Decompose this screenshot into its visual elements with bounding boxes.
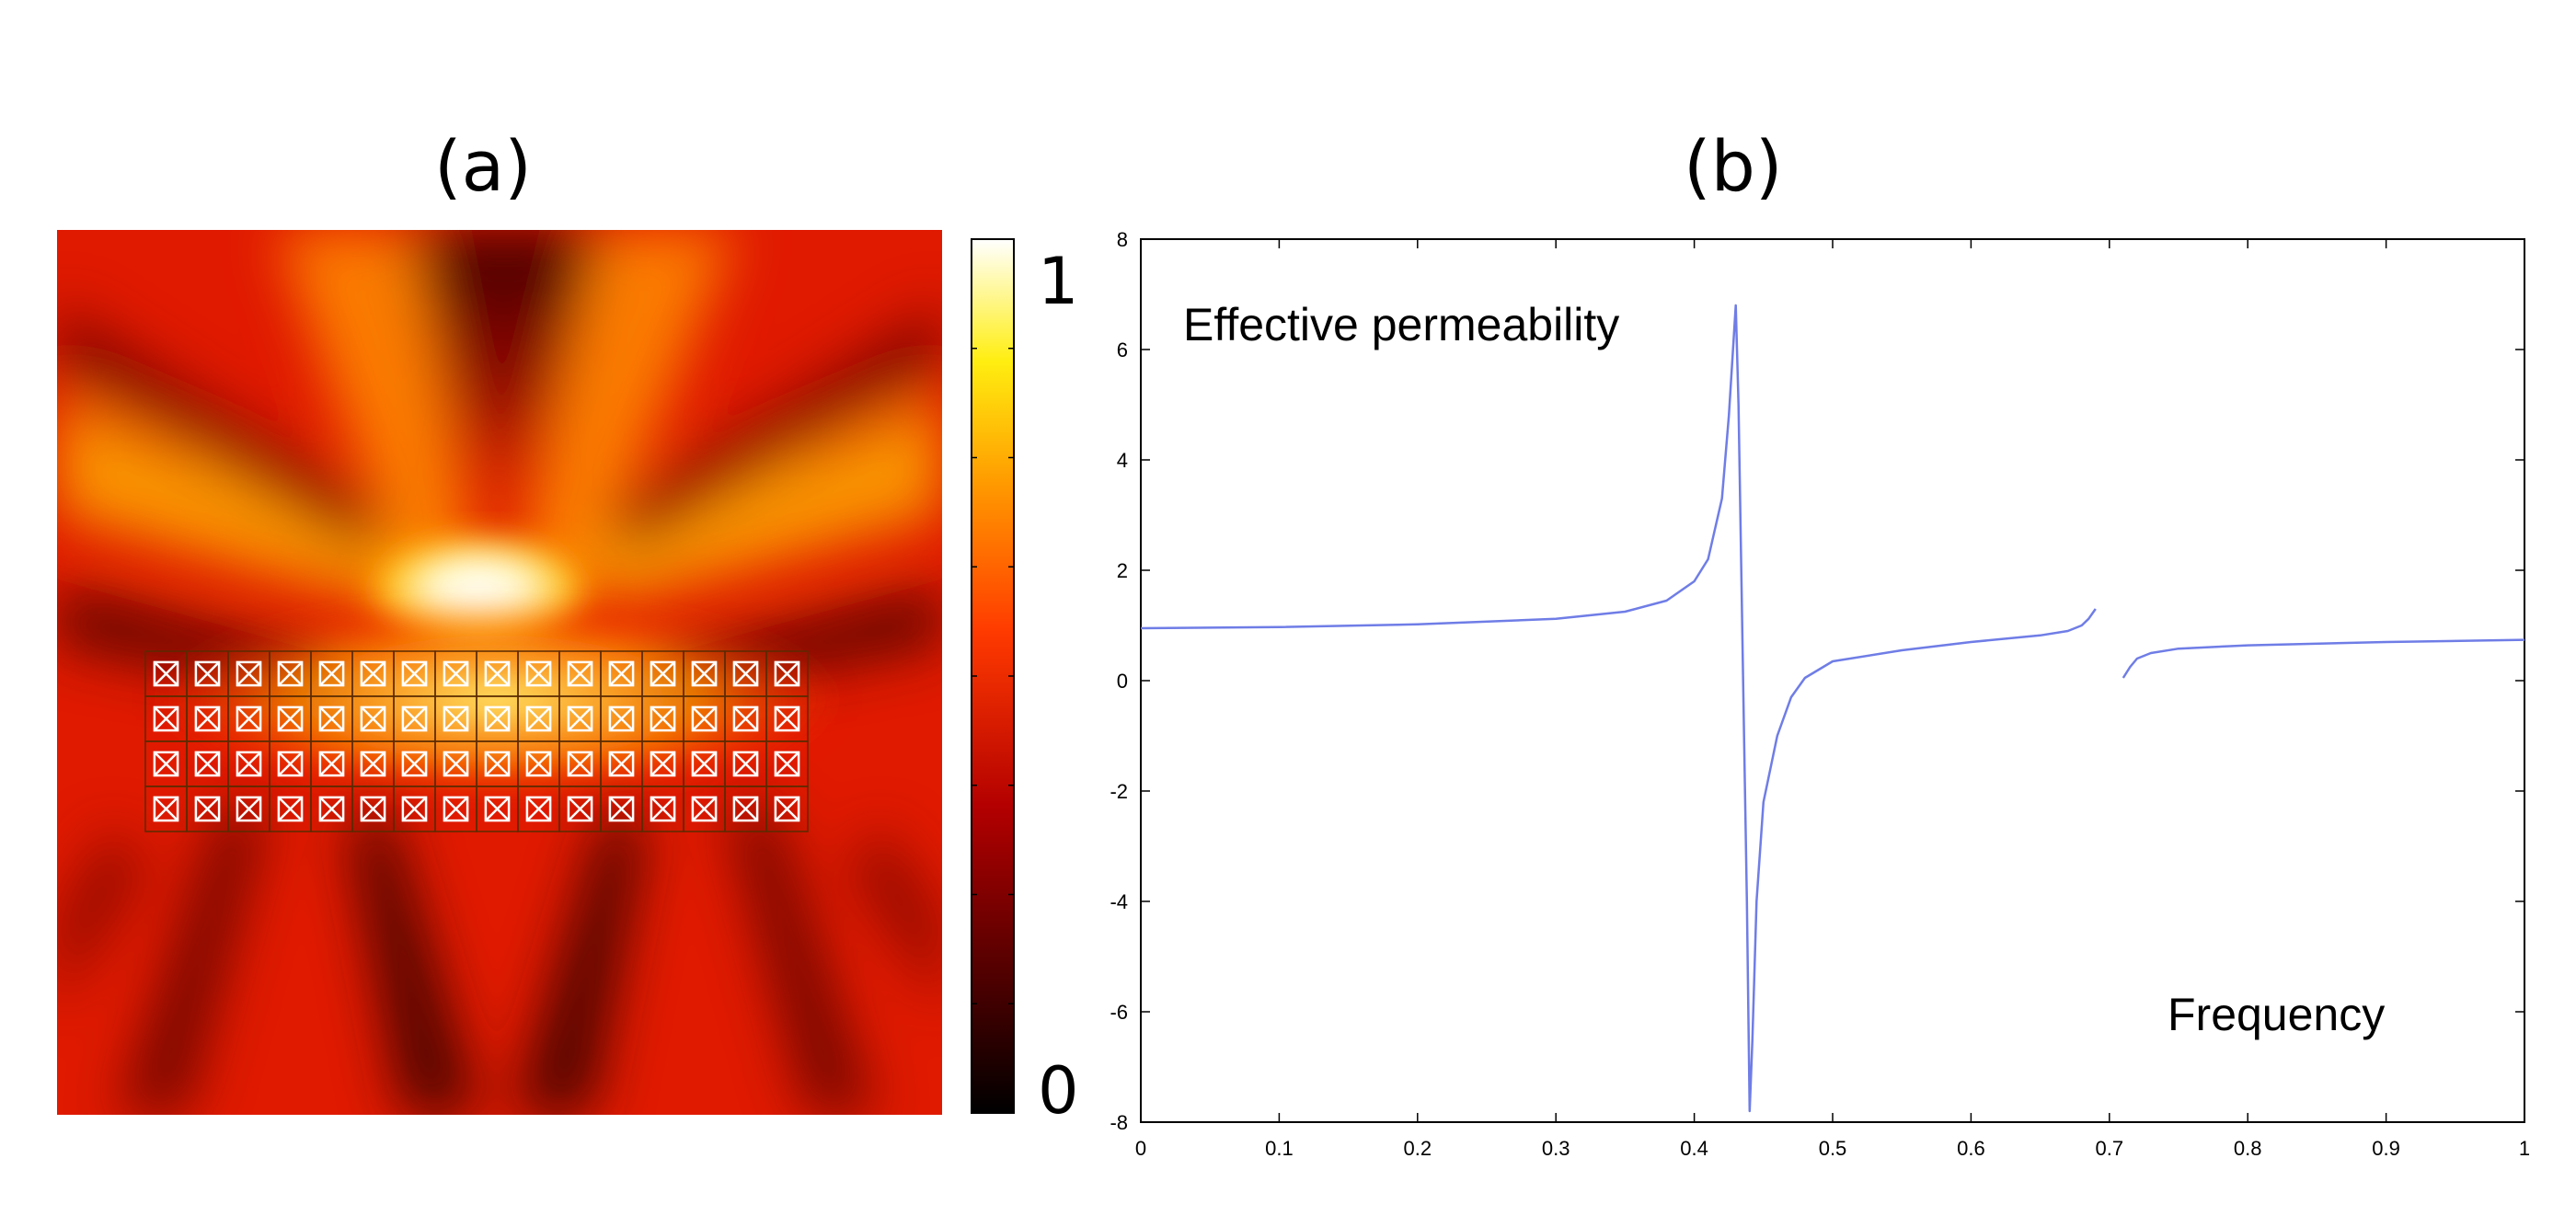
panel-b-label: (b) — [1684, 125, 1783, 207]
permeability-chart: 0 0.1 0.2 0.3 0.4 0.5 0.6 0.7 0.8 0.9 1 -8 -6 -4 -2 0 2… — [1110, 228, 2530, 1160]
y-tick-label: -8 — [1110, 1111, 1128, 1134]
resonator-cell — [558, 650, 602, 697]
colorbar-min-label: 0 — [1038, 1053, 1079, 1129]
y-tick-label: -2 — [1110, 780, 1128, 803]
x-tick-label: 0.8 — [2234, 1137, 2262, 1160]
x-tick-label: 0.2 — [1404, 1137, 1432, 1160]
x-tick-label: 0.5 — [1819, 1137, 1847, 1160]
resonator-cell — [393, 786, 436, 832]
x-axis-title: Frequency — [2168, 989, 2385, 1040]
resonator-cell — [186, 786, 229, 832]
colorbar — [971, 238, 1015, 1114]
y-tick-label: 2 — [1117, 559, 1128, 582]
x-tick-label: 1 — [2519, 1137, 2530, 1160]
resonator-cell — [269, 786, 312, 832]
y-axis-ticks: -8 -6 -4 -2 0 2 4 6 8 — [1110, 228, 2524, 1134]
x-tick-label: 0.9 — [2372, 1137, 2400, 1160]
colorbar-max-label: 1 — [1038, 244, 1079, 319]
resonator-array — [144, 650, 809, 832]
plot-frame — [1140, 238, 2525, 1123]
resonator-cell — [351, 786, 395, 832]
resonator-cell — [393, 740, 436, 787]
series-group — [1140, 304, 2525, 1113]
x-tick-label: 0.1 — [1265, 1137, 1294, 1160]
x-tick-label: 0 — [1135, 1137, 1146, 1160]
y-tick-label: -6 — [1110, 1001, 1128, 1024]
resonator-cell — [765, 786, 809, 832]
x-tick-label: 0.4 — [1680, 1137, 1708, 1160]
y-axis-title: Effective permeability — [1183, 299, 1619, 350]
x-tick-label: 0.7 — [2096, 1137, 2124, 1160]
y-tick-label: 4 — [1117, 449, 1128, 472]
series-line — [2122, 638, 2525, 679]
field-map — [57, 230, 942, 1115]
resonator-cell — [144, 740, 188, 787]
x-tick-label: 0.6 — [1957, 1137, 1985, 1160]
colorbar-ticks — [972, 348, 1014, 1004]
panel-a-label: (a) — [434, 125, 532, 207]
resonator-cell — [641, 650, 684, 697]
resonator-cell — [434, 740, 477, 787]
y-tick-label: 6 — [1117, 338, 1128, 361]
resonator-cell — [724, 786, 767, 832]
x-axis-ticks: 0 0.1 0.2 0.3 0.4 0.5 0.6 0.7 0.8 0.9 1 — [1135, 239, 2530, 1160]
y-tick-label: 8 — [1117, 228, 1128, 251]
resonator-cell — [600, 740, 643, 787]
y-tick-label: -4 — [1110, 890, 1128, 913]
x-tick-label: 0.3 — [1542, 1137, 1570, 1160]
series-line — [1140, 304, 2097, 1113]
y-tick-label: 0 — [1117, 670, 1128, 693]
